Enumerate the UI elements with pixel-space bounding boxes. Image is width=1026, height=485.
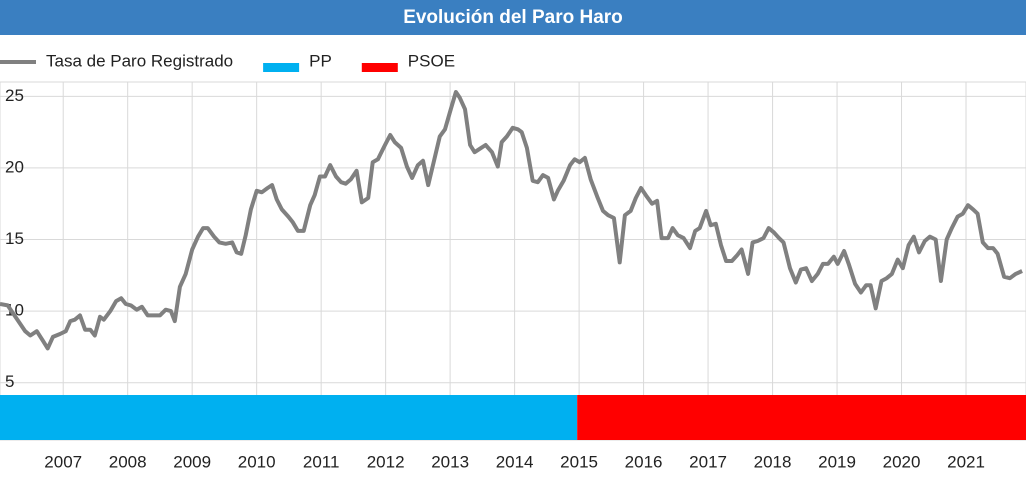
x-tick-label: 2012 bbox=[367, 452, 405, 471]
title-bar bbox=[0, 0, 1026, 35]
x-tick-label: 2020 bbox=[883, 452, 921, 471]
period-band bbox=[0, 395, 578, 440]
legend-swatch bbox=[263, 63, 300, 72]
x-tick-label: 2008 bbox=[109, 452, 147, 471]
chart-title: Evolución del Paro Haro bbox=[403, 7, 623, 28]
legend-label: PSOE bbox=[408, 51, 455, 70]
x-tick-label: 2018 bbox=[754, 452, 792, 471]
legend-label: Tasa de Paro Registrado bbox=[46, 51, 233, 70]
data-line bbox=[0, 90, 1023, 351]
x-tick-label: 2013 bbox=[431, 452, 469, 471]
x-tick-label: 2009 bbox=[173, 452, 211, 471]
legend-swatch bbox=[361, 63, 398, 72]
x-tick-label: 2011 bbox=[303, 452, 340, 471]
x-tick-label: 2014 bbox=[496, 452, 534, 471]
plot-frame bbox=[0, 81, 1026, 441]
x-tick-label: 2021 bbox=[947, 452, 985, 471]
x-tick-label: 2016 bbox=[625, 452, 663, 471]
y-tick-label: 5 bbox=[5, 372, 14, 391]
y-tick-label: 25 bbox=[5, 86, 24, 105]
x-tick-label: 2015 bbox=[560, 452, 598, 471]
x-tick-label: 2019 bbox=[818, 452, 856, 471]
x-tick-label: 2010 bbox=[238, 452, 276, 471]
x-tick-label: 2017 bbox=[689, 452, 727, 471]
period-band bbox=[577, 395, 1026, 440]
y-tick-label: 15 bbox=[5, 229, 24, 248]
legend-label: PP bbox=[309, 51, 332, 70]
y-tick-label: 20 bbox=[5, 157, 24, 176]
x-tick-label: 2007 bbox=[44, 452, 82, 471]
